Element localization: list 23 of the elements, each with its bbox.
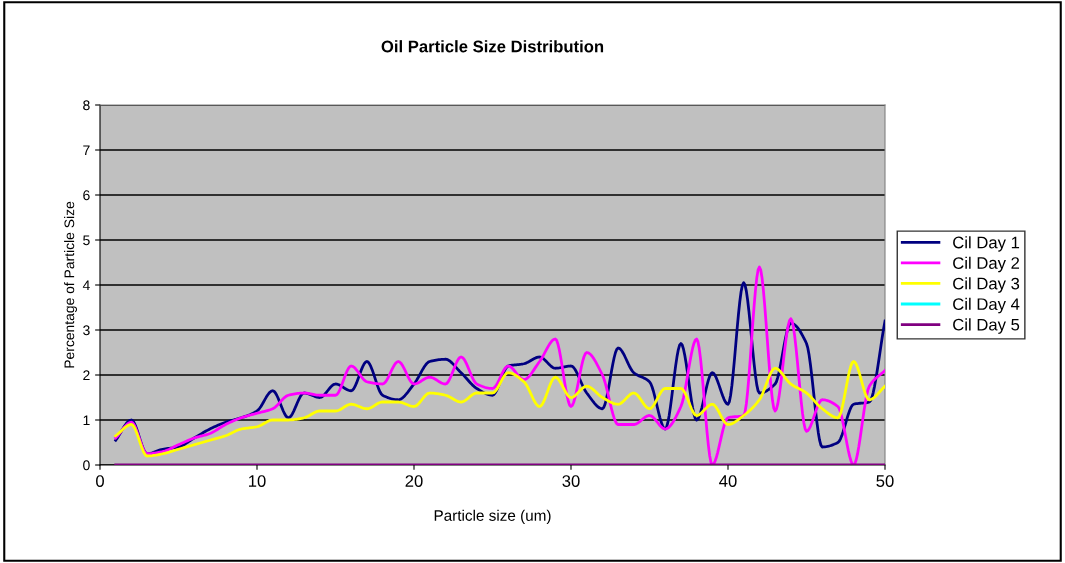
y-tick-label: 3 <box>83 325 90 336</box>
x-axis-title: Particle size (um) <box>434 509 551 524</box>
legend-label: Cil Day 1 <box>953 236 1020 252</box>
x-tick-label: 40 <box>719 475 737 487</box>
y-axis-title: Percentage of Particle Size <box>64 201 77 368</box>
chart-title: Oil Particle Size Distribution <box>381 40 604 53</box>
legend-label: Cil Day 5 <box>953 318 1020 334</box>
y-tick-label: 0 <box>83 460 90 471</box>
y-tick-label: 8 <box>83 100 90 111</box>
y-tick-label: 4 <box>82 280 90 291</box>
y-tick-label: 6 <box>83 190 90 201</box>
legend-label: Cil Day 2 <box>953 256 1020 273</box>
y-tick-label: 5 <box>83 235 90 246</box>
x-tick-label: 30 <box>562 475 580 487</box>
legend-label: Cil Day 3 <box>953 277 1020 293</box>
x-tick-label: 10 <box>249 475 266 487</box>
legend-label: Cil Day 4 <box>953 297 1020 314</box>
y-tick-label: 7 <box>83 145 90 156</box>
y-tick-label: 2 <box>83 370 90 381</box>
x-tick-label: 20 <box>405 475 423 487</box>
x-tick-label: 0 <box>96 475 104 487</box>
x-tick-label: 50 <box>876 475 894 487</box>
y-tick-label: 1 <box>83 415 90 426</box>
